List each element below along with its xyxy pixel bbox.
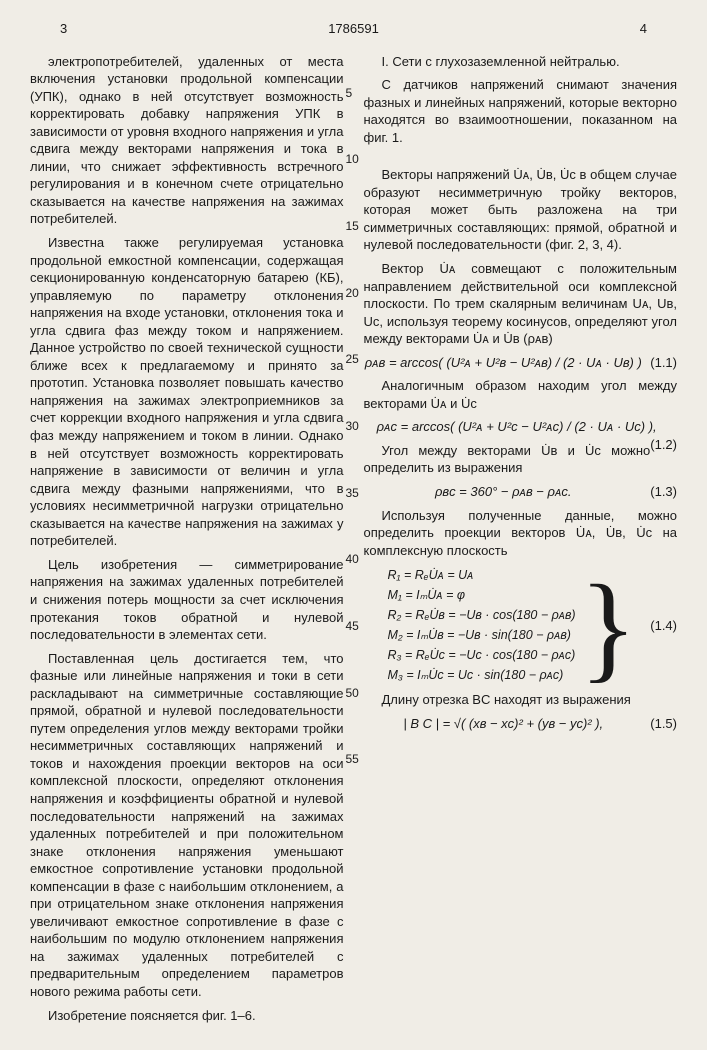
line-number: 45 — [346, 618, 359, 634]
line-number: 40 — [346, 551, 359, 567]
paragraph: Длину отрезка BC находят из выражения — [364, 691, 678, 709]
paragraph: I. Сети с глухозаземленной нейтралью. — [364, 53, 678, 71]
paragraph: Используя полученные данные, можно опред… — [364, 507, 678, 560]
line-number: 25 — [346, 351, 359, 367]
page-number-left: 3 — [60, 20, 67, 38]
formula-1-3: ρʙᴄ = 360° − ρᴀʙ − ρᴀᴄ. (1.3) — [364, 483, 678, 501]
paragraph: Векторы напряжений U̇ᴀ, U̇ʙ, U̇ᴄ в общем… — [364, 166, 678, 254]
paragraph: электропотребителей, удаленных от места … — [30, 53, 344, 228]
line-number: 50 — [346, 685, 359, 701]
line-number: 5 — [346, 85, 353, 101]
brace-icon: } — [579, 567, 637, 683]
page-header: 3 1786591 4 — [30, 20, 677, 38]
right-column: 5 10 15 20 25 30 35 40 45 50 55 I. Сети … — [364, 53, 678, 1031]
paragraph: Известна также регулируемая установка пр… — [30, 234, 344, 550]
line-number: 20 — [346, 285, 359, 301]
two-column-layout: электропотребителей, удаленных от места … — [30, 53, 677, 1031]
formula-1-2: ρᴀᴄ = arccos( (U²ᴀ + U²ᴄ − U²ᴀᴄ) / (2 · … — [364, 418, 678, 436]
paragraph: Вектор U̇ᴀ совмещают с положительным нап… — [364, 260, 678, 348]
line-number: 10 — [346, 151, 359, 167]
page-number-right: 4 — [640, 20, 647, 38]
line-number: 55 — [346, 751, 359, 767]
formula-number: (1.4) — [650, 617, 677, 635]
paragraph: С датчиков напряжений снимают значения ф… — [364, 76, 678, 146]
paragraph: Угол между векторами U̇ʙ и U̇ᴄ можно опр… — [364, 442, 678, 477]
line-number: 35 — [346, 485, 359, 501]
equation-system-1-4: R₁ = RₑU̇ᴀ = Uᴀ M₁ = IₘU̇ᴀ = φ R₂ = RₑU̇… — [364, 567, 678, 683]
paragraph: Цель изобретения — симметрирование напря… — [30, 556, 344, 644]
paragraph: Поставленная цель достигается тем, что ф… — [30, 650, 344, 1001]
paragraph: Изобретение поясняется фиг. 1–6. — [30, 1007, 344, 1025]
left-column: электропотребителей, удаленных от места … — [30, 53, 344, 1031]
line-number: 15 — [346, 218, 359, 234]
formula-1-5: | B C | = √( (xʙ − xᴄ)² + (yʙ − yᴄ)² ), … — [364, 715, 678, 733]
paragraph: Аналогичным образом находим угол между в… — [364, 377, 678, 412]
formula-1-1: ρᴀʙ = arccos( (U²ᴀ + U²ʙ − U²ᴀʙ) / (2 · … — [364, 354, 678, 372]
document-number: 1786591 — [67, 20, 640, 38]
line-number: 30 — [346, 418, 359, 434]
